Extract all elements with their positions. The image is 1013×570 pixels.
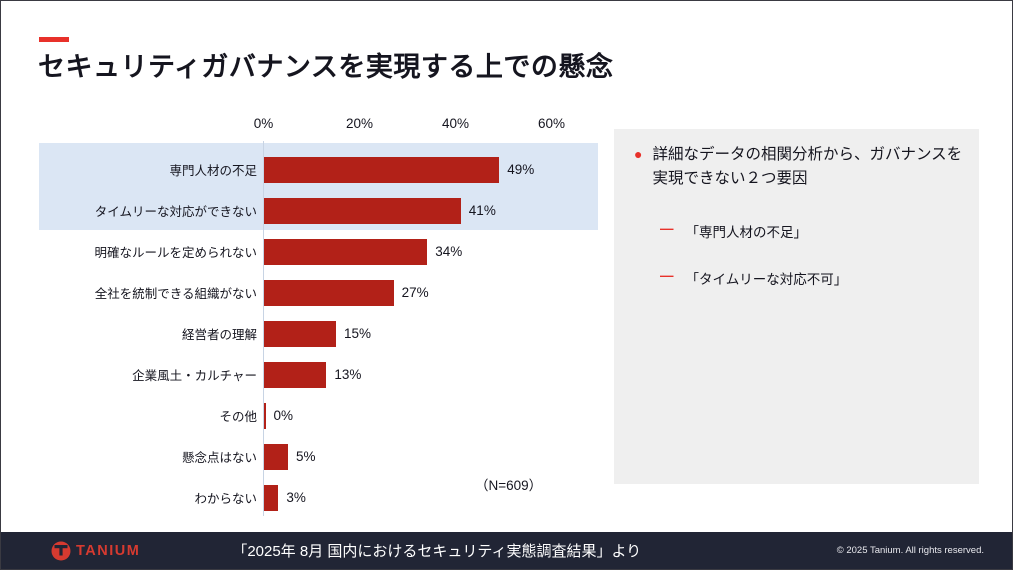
value-label: 0% (273, 408, 294, 423)
category-label: 企業風土・カルチャー (132, 369, 257, 383)
bar (264, 279, 394, 306)
insight-panel: ● 詳細なデータの相関分析から、ガバナンスを実現できない２つ要因 — 「専門人材… (614, 129, 979, 484)
axis-baseline (263, 141, 264, 516)
dash-icon: — (660, 268, 674, 284)
chart-rows: 専門人材の不足 49% タイムリーな対応ができない 41% 明確なルールを定められない 3… (39, 149, 599, 518)
category-label: 専門人材の不足 (169, 164, 257, 178)
chart-row: その他 0% (39, 395, 599, 436)
insight-bullet-text: 詳細なデータの相関分析から、ガバナンスを実現できない２つ要因 (652, 146, 963, 188)
insight-sub-bullet-text: 「専門人材の不足」 (685, 225, 808, 241)
axis-tick: 60% (537, 116, 566, 131)
value-label: 41% (468, 203, 496, 218)
value-label: 34% (435, 244, 463, 259)
chart-row: 全社を統制できる組織がない 27% (39, 272, 599, 313)
footer-copyright: © 2025 Tanium. All rights reserved. (836, 545, 984, 556)
category-label: タイムリーな対応ができない (94, 205, 257, 219)
chart-row: 経営者の理解 15% (39, 313, 599, 354)
axis-tick: 20% (345, 116, 374, 131)
category-label: 懸念点はない (181, 451, 257, 465)
value-label: 3% (286, 490, 306, 505)
value-label: 27% (401, 285, 429, 300)
chart-row: わからない 3% (39, 477, 599, 518)
footer-source-text: 「2025年 8月 国内におけるセキュリティ実態調査結果」より (232, 543, 642, 560)
title-accent-bar (39, 37, 69, 42)
category-label: わからない (194, 492, 257, 506)
insight-sub-bullet: — 「タイムリーな対応不可」 (660, 268, 963, 288)
insight-sub-bullet-text: 「タイムリーな対応不可」 (685, 272, 848, 288)
bar (264, 443, 288, 470)
value-label: 13% (334, 367, 362, 382)
bar (264, 238, 428, 265)
chart-row: 企業風土・カルチャー 13% (39, 354, 599, 395)
dash-icon: — (660, 221, 674, 237)
chart-row: 明確なルールを定められない 34% (39, 231, 599, 272)
category-label: 全社を統制できる組織がない (94, 287, 257, 301)
axis-tick: 40% (441, 116, 470, 131)
value-label: 15% (344, 326, 372, 341)
bar (264, 402, 266, 429)
bar (264, 361, 327, 388)
chart-row: 専門人材の不足 49% (39, 149, 599, 190)
bullet-icon: ● (634, 146, 643, 162)
value-label: 5% (296, 449, 316, 464)
tanium-logo: TANIUM (51, 541, 140, 561)
tanium-logo-text: TANIUM (76, 542, 141, 559)
tanium-logo-icon (51, 541, 71, 560)
value-label: 49% (507, 162, 535, 177)
axis-tick: 0% (253, 116, 274, 131)
category-label: 明確なルールを定められない (94, 246, 257, 260)
bar (264, 197, 461, 224)
chart-row: 懸念点はない 5% (39, 436, 599, 477)
page-title: セキュリティガバナンスを実現する上での懸念 (38, 52, 614, 82)
bar (264, 156, 500, 183)
category-label: その他 (219, 410, 257, 424)
footer-bar: TANIUM 「2025年 8月 国内におけるセキュリティ実態調査結果」より ©… (1, 532, 1012, 569)
sample-size-note: （N=609） (475, 478, 543, 493)
bar-chart: 0% 20% 40% 60% 専門人材の不足 49% タイムリーな対応ができない 41% 明確… (39, 116, 599, 521)
category-label: 経営者の理解 (181, 328, 257, 342)
bar (264, 484, 279, 511)
chart-row: タイムリーな対応ができない 41% (39, 190, 599, 231)
insight-sub-bullet: — 「専門人材の不足」 (660, 221, 963, 241)
insight-bullet: ● 詳細なデータの相関分析から、ガバナンスを実現できない２つ要因 (634, 143, 963, 191)
bar (264, 320, 336, 347)
